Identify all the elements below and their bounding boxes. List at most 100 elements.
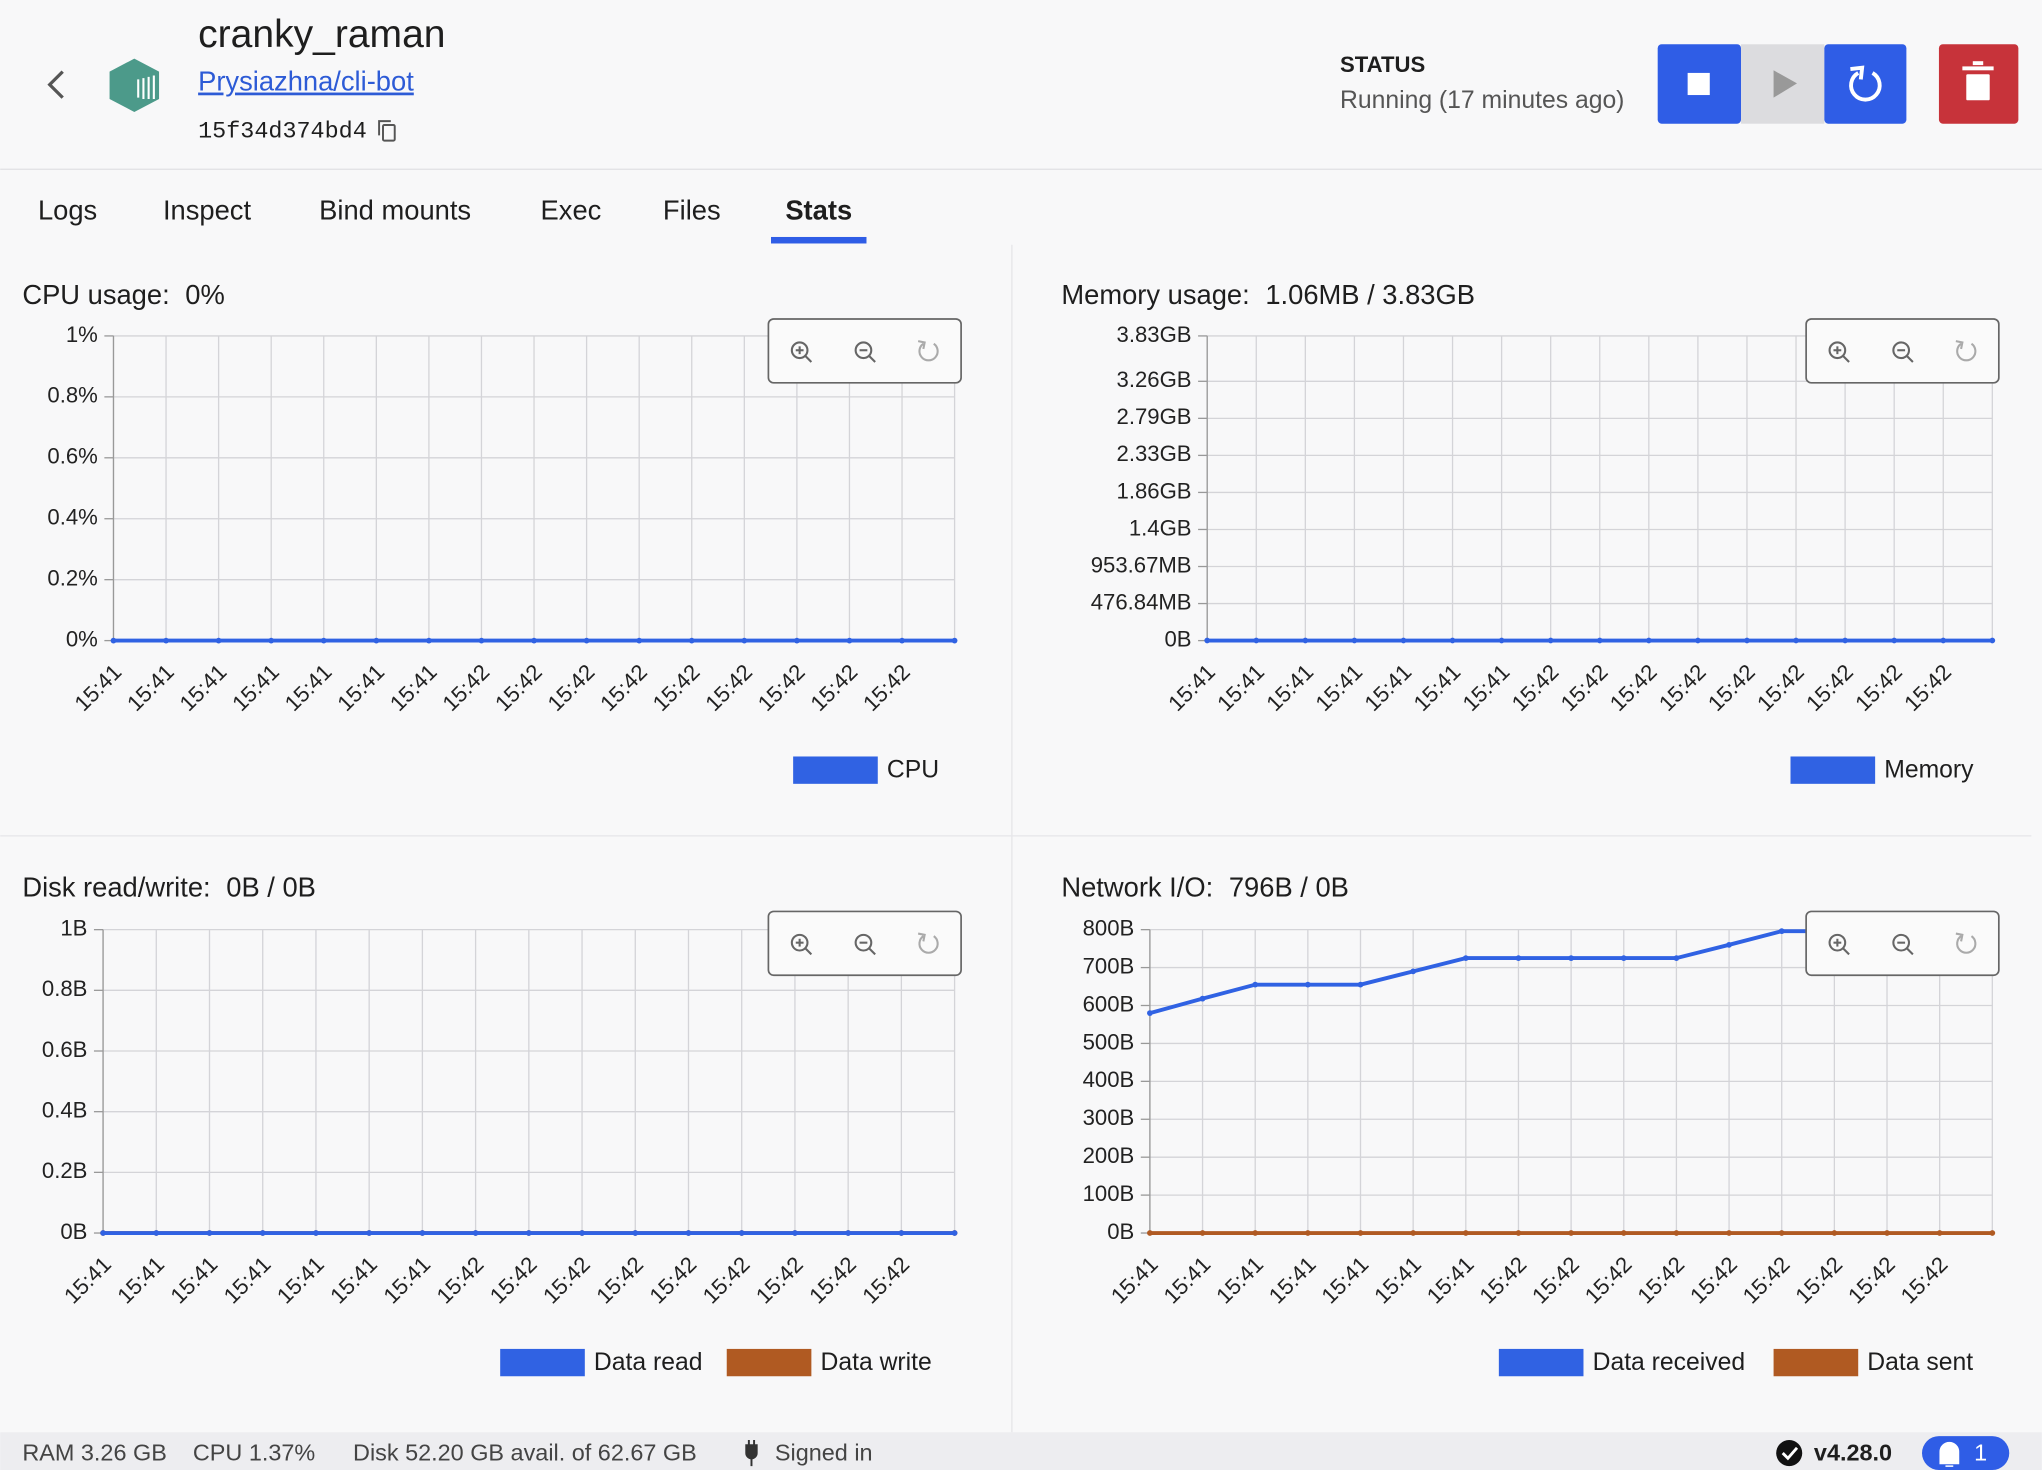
- data-point: [1302, 637, 1309, 644]
- y-tick-label: 800B: [1083, 915, 1135, 940]
- data-point: [1744, 637, 1750, 644]
- icon-part: [918, 342, 939, 362]
- data-point: [1620, 1230, 1627, 1236]
- data-point: [688, 637, 695, 644]
- chart-title: CPU usage: 0%: [22, 279, 224, 310]
- reset-zoom-button[interactable]: [1955, 340, 1977, 362]
- copy-icon[interactable]: [378, 120, 396, 142]
- data-point: [579, 1230, 585, 1236]
- data-point: [373, 637, 380, 644]
- y-tick-label: 476.84MB: [1091, 589, 1192, 614]
- y-tick-label: 500B: [1083, 1029, 1135, 1054]
- zoom-toolbox: [1805, 910, 2000, 977]
- zoom-in-button[interactable]: [1828, 341, 1850, 363]
- chart-title-label: Memory usage:: [1061, 279, 1249, 310]
- legend-label: Data write: [820, 1349, 931, 1376]
- tab[interactable]: Inspect: [163, 194, 252, 225]
- zoom-out-button[interactable]: [854, 933, 876, 956]
- icon-part: [1892, 341, 1911, 360]
- icon-part: [1956, 935, 1977, 954]
- chart-title: Memory usage: 1.06MB / 3.83GB: [1061, 279, 1475, 310]
- delete-button[interactable]: [1938, 44, 2019, 124]
- data-point: [1726, 1230, 1732, 1236]
- image-link[interactable]: Prysiazhna/cli-bot: [198, 66, 414, 97]
- data-point: [100, 1230, 106, 1236]
- chart-title-label: Disk read/write:: [22, 872, 210, 903]
- data-point: [478, 637, 485, 644]
- container-id: 15f34d374bd4: [198, 119, 367, 146]
- zoom-in-button[interactable]: [1828, 933, 1850, 956]
- data-point: [1673, 955, 1680, 961]
- active-tab-indicator: [771, 236, 867, 244]
- y-tick-label: 0.6B: [42, 1037, 88, 1062]
- tab[interactable]: Stats: [785, 194, 852, 225]
- y-tick-label: 2.79GB: [1117, 404, 1192, 429]
- data-point: [1498, 637, 1505, 644]
- legend-swatch: [1498, 1348, 1584, 1377]
- y-tick-label: 0B: [60, 1219, 87, 1244]
- data-point: [1351, 637, 1358, 644]
- reset-zoom-button[interactable]: [1955, 932, 1977, 954]
- data-point: [1695, 637, 1701, 644]
- y-tick-label: 0.8B: [42, 976, 88, 1001]
- zoom-out-button[interactable]: [1892, 933, 1914, 956]
- icon-part: [854, 933, 873, 952]
- y-tick-label: 0.4B: [42, 1098, 88, 1123]
- legend-swatch: [1773, 1348, 1859, 1377]
- data-point: [525, 1230, 532, 1236]
- chart-current-value: 0%: [185, 279, 225, 310]
- reset-zoom-button[interactable]: [917, 932, 939, 954]
- data-point: [1936, 1230, 1943, 1236]
- zoom-out-button[interactable]: [854, 341, 876, 363]
- reset-zoom-button[interactable]: [917, 340, 939, 362]
- data-point: [1620, 955, 1627, 961]
- container-name: cranky_raman: [198, 13, 445, 56]
- data-point: [792, 1230, 798, 1236]
- chart-current-value: 796B / 0B: [1229, 872, 1349, 903]
- y-tick-label: 3.83GB: [1117, 322, 1192, 347]
- data-point: [1726, 941, 1732, 948]
- data-point: [215, 637, 222, 644]
- tab[interactable]: Exec: [541, 194, 602, 225]
- legend-swatch: [500, 1348, 585, 1377]
- data-point: [1199, 1230, 1206, 1236]
- y-tick-label: 700B: [1083, 953, 1135, 978]
- zoom-out-button[interactable]: [1892, 341, 1914, 363]
- footer-signin: Signed in: [775, 1440, 873, 1466]
- start-button[interactable]: [1741, 44, 1825, 124]
- footer-version: v4.28.0: [1814, 1440, 1892, 1466]
- restart-button[interactable]: [1824, 44, 1907, 124]
- status-text: Running (17 minutes ago): [1340, 87, 1624, 114]
- data-point: [794, 637, 800, 644]
- tab[interactable]: Files: [663, 194, 721, 225]
- footer-ram: RAM 3.26 GB: [22, 1440, 167, 1466]
- icon-part: [1828, 933, 1847, 952]
- data-point: [1252, 1230, 1259, 1236]
- icon-part: [868, 355, 876, 363]
- data-point: [1462, 955, 1469, 961]
- data-point: [632, 1230, 639, 1236]
- zoom-in-button[interactable]: [790, 341, 813, 363]
- data-point: [1568, 1230, 1574, 1236]
- stop-button[interactable]: [1657, 44, 1742, 124]
- notifications-button[interactable]: 1: [1922, 1436, 2010, 1470]
- zoom-in-button[interactable]: [790, 933, 813, 956]
- icon-part: [917, 932, 926, 942]
- chart-current-value: 1.06MB / 3.83GB: [1265, 279, 1475, 310]
- back-button[interactable]: [47, 70, 64, 99]
- footer-cpu: CPU 1.37%: [193, 1440, 315, 1466]
- data-point: [313, 1230, 319, 1236]
- data-point: [1673, 1230, 1680, 1236]
- tab[interactable]: Logs: [38, 194, 97, 225]
- data-point: [1304, 1230, 1311, 1236]
- y-tick-label: 1.4GB: [1129, 515, 1192, 540]
- data-point: [1778, 1230, 1785, 1236]
- y-tick-label: 0B: [1165, 626, 1192, 651]
- data-point: [1596, 637, 1603, 644]
- tab[interactable]: Bind mounts: [319, 194, 471, 225]
- y-tick-label: 0.2%: [47, 566, 97, 591]
- notification-count: 1: [1974, 1440, 1987, 1466]
- legend-label: CPU: [887, 756, 939, 783]
- data-point: [1357, 1230, 1364, 1236]
- data-point: [1645, 637, 1652, 644]
